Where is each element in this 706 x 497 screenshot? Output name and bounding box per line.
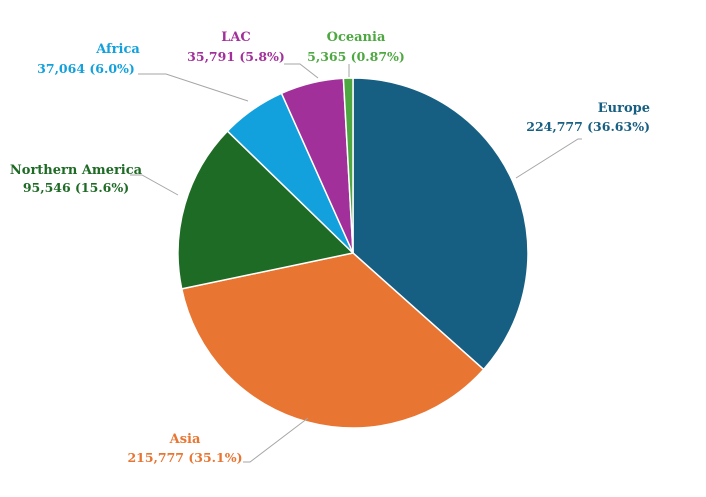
pie-slice-asia <box>180 252 485 429</box>
leader-line-asia <box>243 417 309 463</box>
slice-label-name-africa: Africa <box>95 42 140 57</box>
slice-label-value-northern-america: 95,546 (15.6%) <box>23 180 129 195</box>
slice-label-value-asia: 215,777 (35.1%) <box>127 450 242 465</box>
slice-label-value-lac: 35,791 (5.8%) <box>187 49 285 64</box>
pie-slice-oceania <box>342 77 354 254</box>
slice-label-name-europe: Europe <box>598 101 650 116</box>
leader-lines-layer <box>130 63 582 463</box>
pie-slice-northern-america <box>177 130 355 290</box>
slice-label-value-europe: 224,777 (36.63%) <box>526 119 650 134</box>
slice-label-name-northern-america: Northern America <box>10 163 143 178</box>
slice-label-value-oceania: 5,365 (0.87%) <box>307 49 405 64</box>
slice-label-name-asia: Asia <box>169 432 201 447</box>
slice-label-value-africa: 37,064 (6.0%) <box>37 61 135 76</box>
leader-line-europe <box>515 138 582 179</box>
pie-slice-europe <box>352 77 529 371</box>
labels-layer: Europe 224,777 (36.63%) Asia 215,777 (35.1%… <box>10 30 650 465</box>
slices-layer <box>177 77 529 429</box>
slice-label-name-oceania: Oceania <box>327 30 386 45</box>
slice-label-name-lac: LAC <box>221 30 251 45</box>
leader-line-africa <box>138 73 249 102</box>
leader-line-lac <box>284 63 319 79</box>
leader-line-northern-america <box>130 174 179 196</box>
